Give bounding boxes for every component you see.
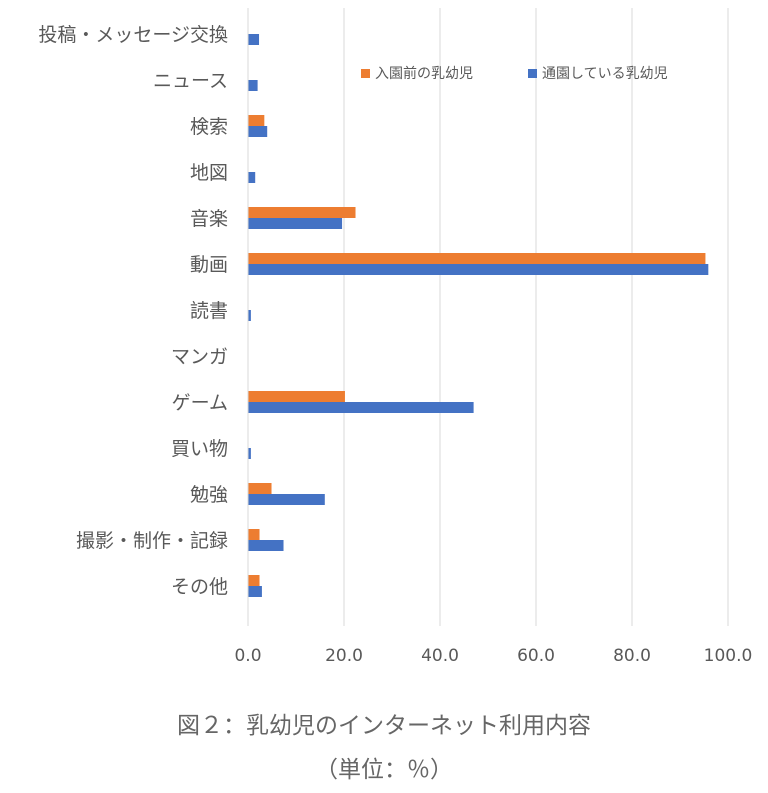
bar-enrolled <box>248 34 260 45</box>
category-label: 勉強 <box>190 484 228 506</box>
legend-label: 入園前の乳幼児 <box>375 65 473 82</box>
category-label: 撮影・制作・記録 <box>76 530 228 552</box>
legend-swatch <box>528 69 537 78</box>
bar-preschool <box>248 391 345 402</box>
category-label: 音楽 <box>190 208 228 230</box>
chart-unit-caption: （単位：％） <box>315 757 453 783</box>
legend-swatch <box>361 69 370 78</box>
x-tick-label: 40.0 <box>421 646 459 666</box>
bar-enrolled <box>248 448 251 459</box>
bar-preschool <box>248 575 260 586</box>
bar-enrolled <box>248 494 325 505</box>
x-tick-label: 80.0 <box>613 646 651 666</box>
x-tick-label: 60.0 <box>517 646 555 666</box>
category-labels: 投稿・メッセージ交換ニュース検索地図音楽動画読書マンガゲーム買い物勉強撮影・制作… <box>38 24 228 598</box>
chart-caption: 図２：乳幼児のインターネット利用内容 <box>177 713 591 739</box>
category-label: 地図 <box>190 162 228 184</box>
category-label: 買い物 <box>171 438 228 460</box>
bar-enrolled <box>248 310 251 321</box>
category-label: 動画 <box>190 254 228 276</box>
bar-enrolled <box>248 264 709 275</box>
category-label: その他 <box>171 576 228 598</box>
x-tick-label: 0.0 <box>234 646 261 666</box>
category-label: 読書 <box>190 300 228 322</box>
bar-enrolled <box>248 172 256 183</box>
category-label: ゲーム <box>172 392 228 414</box>
category-label: ニュース <box>153 70 228 92</box>
x-tick-labels: 0.0 20.0 40.0 60.0 80.0 100.0 <box>234 646 752 666</box>
bar-enrolled <box>248 540 284 551</box>
legend: 入園前の乳幼児 通園している乳幼児 <box>361 65 668 82</box>
bar-enrolled <box>248 402 474 413</box>
category-label: 検索 <box>190 116 228 138</box>
bar-enrolled <box>248 218 343 229</box>
legend-label: 通園している乳幼児 <box>542 66 668 82</box>
gridlines <box>343 8 729 626</box>
x-tick-label: 20.0 <box>325 646 363 666</box>
bar-preschool <box>248 253 706 264</box>
bar-enrolled <box>248 80 258 91</box>
bar-preschool <box>248 115 265 126</box>
category-label: マンガ <box>171 346 228 368</box>
bars <box>248 34 709 597</box>
bar-preschool <box>248 529 260 540</box>
bar-chart: 投稿・メッセージ交換ニュース検索地図音楽動画読書マンガゲーム買い物勉強撮影・制作… <box>38 8 752 666</box>
bar-preschool <box>248 483 272 494</box>
bar-preschool <box>248 207 356 218</box>
bar-enrolled <box>248 586 262 597</box>
category-label: 投稿・メッセージ交換 <box>38 24 228 46</box>
x-tick-label: 100.0 <box>704 646 753 666</box>
bar-enrolled <box>248 126 268 137</box>
